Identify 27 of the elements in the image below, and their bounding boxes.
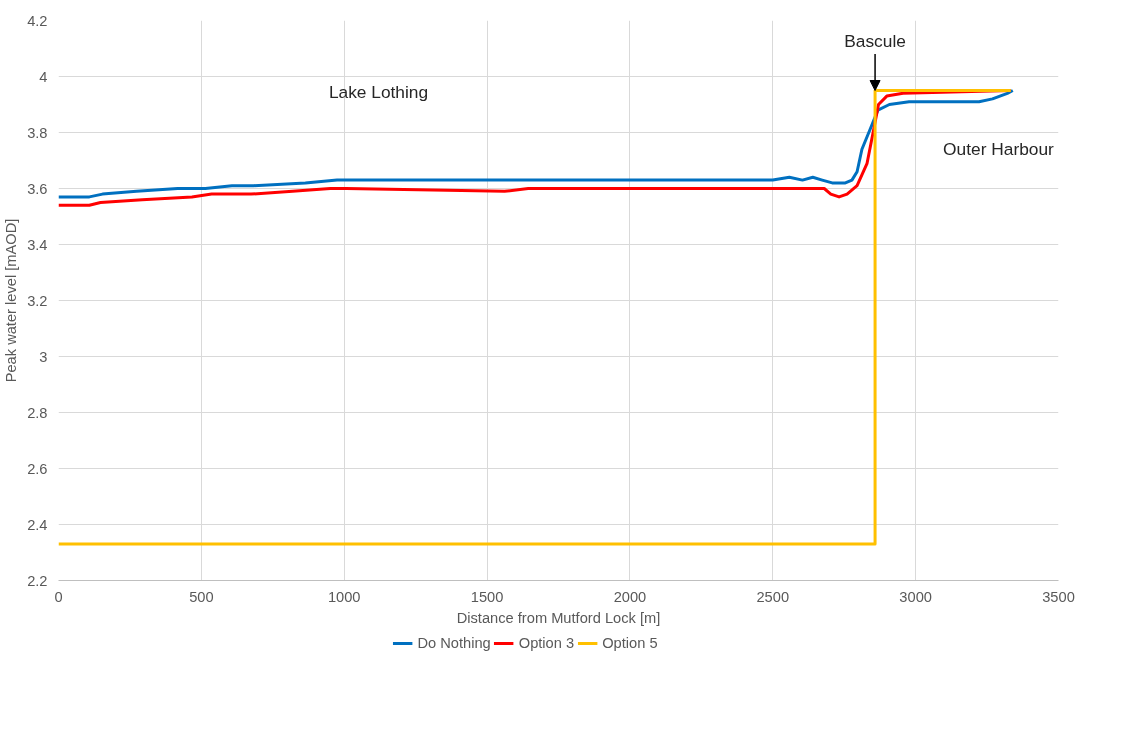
- y-tick-label: 3.6: [27, 180, 48, 197]
- y-tick-label: 3: [39, 348, 48, 365]
- x-tick-label: 1000: [327, 588, 361, 605]
- x-axis-title: Distance from Mutford Lock [m]: [456, 609, 661, 626]
- y-tick-label: 2.8: [27, 404, 48, 421]
- y-tick-label: 4: [39, 68, 48, 85]
- legend-label: Option 5: [602, 635, 658, 651]
- x-tick-label: 1500: [470, 588, 504, 605]
- x-tick-label: 3500: [1042, 588, 1075, 605]
- y-tick-label: 3.2: [27, 292, 48, 309]
- annotation: Lake Lothing: [328, 81, 429, 102]
- x-tick-label: 3000: [899, 588, 932, 605]
- x-tick-label: 500: [189, 588, 214, 605]
- legend-label: Do Nothing: [417, 635, 491, 651]
- x-tick-label: 2000: [613, 588, 647, 605]
- y-tick-label: 3.4: [27, 236, 48, 253]
- y-tick-label: 4.2: [27, 12, 48, 29]
- y-tick-label: 2.6: [27, 460, 48, 477]
- y-tick-label: 2.4: [27, 516, 48, 533]
- x-tick-label: 2500: [756, 588, 790, 605]
- legend-label: Option 3: [518, 635, 575, 651]
- annotation: Outer Harbour: [943, 138, 1055, 159]
- annotation: Bascule: [844, 31, 906, 52]
- x-tick-label: 0: [54, 588, 63, 605]
- y-tick-label: 2.2: [27, 572, 48, 589]
- y-axis-title: Peak water level [mAOD]: [3, 218, 20, 383]
- y-tick-label: 3.8: [27, 124, 48, 141]
